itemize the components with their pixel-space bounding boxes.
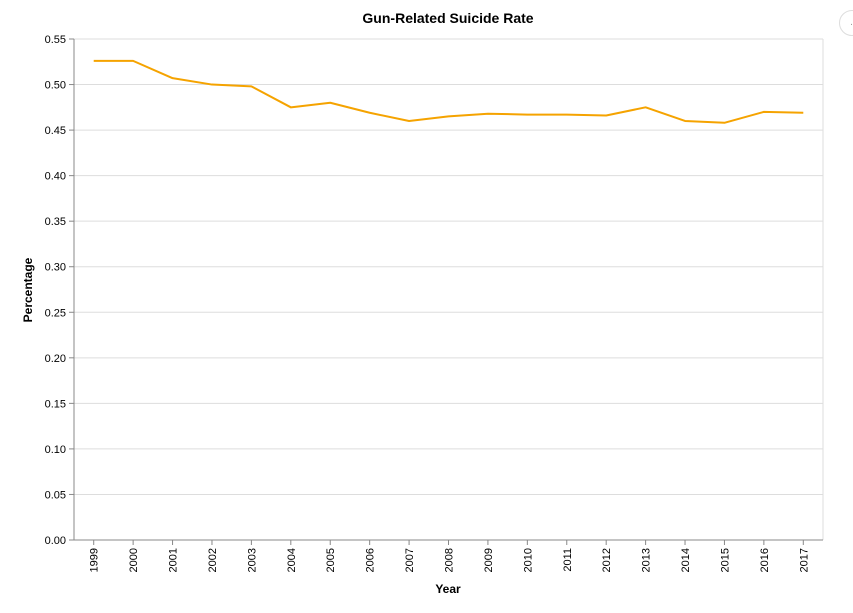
x-tick-label: 2002 — [207, 548, 219, 572]
data-point[interactable] — [130, 58, 136, 64]
x-tick-label: 2016 — [759, 548, 771, 572]
y-tick-label: 0.55 — [45, 34, 66, 46]
y-tick-label: 0.15 — [45, 398, 66, 410]
x-tick-label: 2003 — [246, 548, 258, 572]
data-point[interactable] — [564, 112, 570, 118]
data-point[interactable] — [91, 58, 97, 64]
x-tick-label: 2014 — [680, 548, 692, 572]
data-point[interactable] — [446, 113, 452, 119]
y-tick-label: 0.40 — [45, 171, 66, 183]
y-tick-label: 0.35 — [45, 216, 66, 228]
y-axis-title: Percentage — [21, 257, 35, 322]
x-tick-label: 2013 — [641, 548, 653, 572]
data-point[interactable] — [721, 120, 727, 126]
y-tick-label: 0.45 — [45, 125, 66, 137]
x-tick-label: 2009 — [483, 548, 495, 572]
ellipsis-icon: … — [850, 17, 853, 29]
y-tick-label: 0.25 — [45, 307, 66, 319]
data-point[interactable] — [406, 118, 412, 124]
data-point[interactable] — [288, 104, 294, 110]
x-tick-label: 2005 — [325, 548, 337, 572]
y-tick-label: 0.30 — [45, 262, 66, 274]
y-tick-label: 0.00 — [45, 535, 66, 547]
x-tick-label: 2015 — [719, 548, 731, 572]
x-tick-label: 2010 — [522, 548, 534, 572]
data-point[interactable] — [170, 75, 176, 81]
x-axis-title: Year — [435, 582, 461, 596]
x-tick-label: 1999 — [89, 548, 101, 572]
data-point[interactable] — [367, 110, 373, 116]
data-point[interactable] — [761, 109, 767, 115]
x-tick-label: 2004 — [286, 548, 298, 572]
data-point[interactable] — [209, 82, 215, 88]
x-tick-label: 2001 — [168, 548, 180, 572]
y-tick-label: 0.50 — [45, 80, 66, 92]
data-point[interactable] — [682, 118, 688, 124]
data-point[interactable] — [524, 112, 530, 118]
x-tick-label: 2008 — [444, 548, 456, 572]
series-layer — [91, 58, 806, 126]
x-tick-label: 2006 — [365, 548, 377, 572]
data-point[interactable] — [327, 100, 333, 106]
x-tick-label: 2011 — [562, 548, 574, 572]
data-point[interactable] — [800, 110, 806, 116]
y-tick-label: 0.05 — [45, 489, 66, 501]
x-tick-label: 2017 — [798, 548, 810, 572]
data-point[interactable] — [248, 83, 254, 89]
x-tick-label: 2007 — [404, 548, 416, 572]
x-tick-label: 2000 — [128, 548, 140, 572]
data-point[interactable] — [643, 104, 649, 110]
axes: 0.00 0.05 0.10 0.15 0.20 0.25 0.30 0.35 0.40 0.45… — [45, 34, 823, 572]
series-line — [93, 59, 804, 124]
y-tick-label: 0.20 — [45, 353, 66, 365]
data-point[interactable] — [485, 111, 491, 117]
chart-title: Gun-Related Suicide Rate — [362, 10, 533, 26]
x-tick-label: 2012 — [601, 548, 613, 572]
y-tick-label: 0.10 — [45, 444, 66, 456]
data-point[interactable] — [603, 113, 609, 119]
grid — [74, 38, 824, 541]
